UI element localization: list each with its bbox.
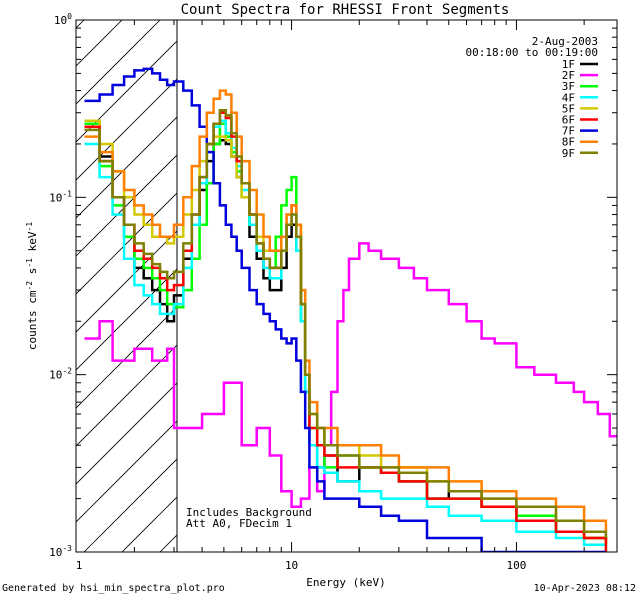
hatched-region	[76, 0, 640, 552]
hatch-line	[76, 20, 161, 105]
y-tick-label: 10-2	[49, 367, 72, 382]
time-range-label: 00:18:00 to 00:19:00	[466, 46, 598, 59]
series-4f-line	[84, 119, 608, 552]
x-axis-label: Energy (keV)	[306, 576, 385, 589]
series-7f-line	[84, 67, 606, 552]
y-axis-label: counts cm-2 s-1 keV-1	[25, 222, 39, 350]
x-tick-label: 1	[76, 559, 83, 572]
generated-at: 10-Apr-2023 08:12	[533, 583, 636, 594]
y-tick-label: 10-1	[49, 189, 72, 204]
legend-label-5f: 5F	[562, 102, 575, 115]
hatch-line	[76, 192, 177, 295]
date-label: 2-Aug-2003	[532, 35, 598, 48]
legend-label-7f: 7F	[562, 125, 575, 138]
hatch-line	[76, 230, 177, 333]
generated-by: Generated by hsi_min_spectra_plot.pro	[2, 583, 225, 594]
series-3f-line	[84, 122, 608, 552]
plot-frame	[75, 19, 618, 553]
legend-label-9f: 9F	[562, 147, 575, 160]
y-tick-label: 10-3	[49, 544, 72, 559]
hatch-line	[236, 0, 640, 552]
chart-title: Count Spectra for RHESSI Front Segments	[181, 2, 510, 18]
axis-ticks: 1 10 100 10-3 10-2 10-1 100	[49, 12, 617, 572]
legend-label-1f: 1F	[562, 58, 575, 71]
x-tick-label: 100	[507, 559, 527, 572]
series-9f-line	[84, 108, 608, 538]
series-8f-line	[84, 89, 608, 538]
legend-label-8f: 8F	[562, 136, 575, 149]
series-6f-line	[84, 111, 608, 552]
legend-label-3f: 3F	[562, 80, 575, 93]
y-tick-label: 100	[54, 12, 72, 27]
series-layer	[84, 67, 617, 552]
legend-label-2f: 2F	[562, 69, 575, 82]
series-2f-line	[84, 242, 617, 508]
hatch-line	[76, 344, 177, 447]
hatch-line	[76, 20, 123, 67]
hatch-line	[76, 40, 177, 143]
hatch-line	[76, 306, 177, 409]
hatch-line	[76, 382, 177, 485]
hatch-line	[274, 0, 640, 552]
hatch-line	[76, 268, 177, 371]
x-tick-label: 10	[285, 559, 298, 572]
hatch-line	[76, 20, 85, 29]
legend-label-6f: 6F	[562, 114, 575, 127]
annotation-background: Includes Background	[186, 506, 312, 519]
annotation-attenuator: Att A0, FDecim 1	[186, 517, 292, 530]
hatch-line	[76, 420, 177, 523]
legend-label-4f: 4F	[562, 91, 575, 104]
